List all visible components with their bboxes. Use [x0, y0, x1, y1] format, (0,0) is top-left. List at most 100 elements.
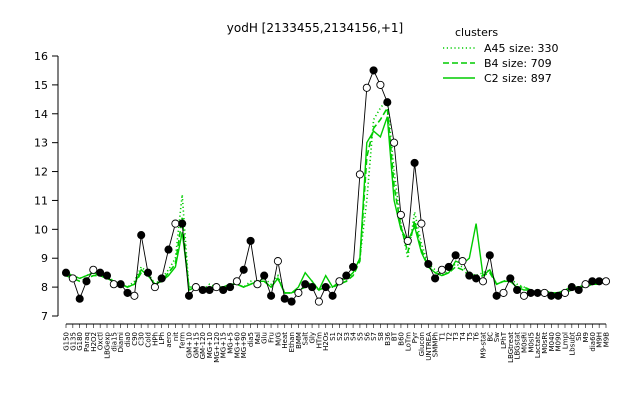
- x-tick-label: aero: [165, 332, 173, 348]
- x-tick-label: C90: [131, 332, 139, 346]
- data-point: [581, 280, 590, 289]
- data-point: [314, 297, 323, 306]
- x-tick-label: C30: [138, 332, 146, 346]
- data-point: [342, 271, 351, 280]
- data-point: [75, 294, 84, 303]
- data-point: [335, 277, 344, 286]
- data-point: [198, 285, 207, 295]
- data-point: [239, 265, 248, 274]
- x-tick-label: MG+5: [227, 332, 235, 354]
- x-tick-label: M0sRt: [541, 332, 549, 354]
- x-tick-label: G150: [63, 332, 71, 351]
- x-tick-label: M0sRi: [520, 332, 528, 353]
- x-tick-label: UNTREA: [425, 332, 433, 361]
- data-point: [184, 291, 194, 300]
- data-point: [424, 259, 433, 269]
- data-point: [574, 285, 583, 295]
- x-tick-label: LBGtreat: [507, 332, 515, 363]
- data-point: [396, 210, 405, 219]
- x-tick-label: BMM: [295, 332, 303, 349]
- data-point: [280, 294, 289, 303]
- points-layer: [61, 66, 611, 306]
- data-point: [89, 265, 98, 274]
- x-tick-label: Sb: [575, 331, 583, 340]
- x-tick-label: dia60: [589, 332, 597, 352]
- series-layer: [65, 97, 607, 294]
- x-tick-label: M9B: [603, 332, 611, 347]
- data-point: [150, 283, 159, 292]
- x-tick-label: Pyr: [411, 332, 419, 343]
- x-tick-label: B36: [384, 331, 392, 345]
- x-tick-label: MG+15: [220, 332, 228, 358]
- legend-label: B4 size: 709: [484, 57, 552, 70]
- data-point: [506, 274, 515, 283]
- x-tick-label: S2: [336, 332, 344, 341]
- data-point: [362, 83, 371, 92]
- data-point: [253, 280, 262, 289]
- x-tick-label: Mal: [254, 332, 262, 344]
- data-point: [383, 98, 392, 107]
- x-tick-label: Lmpl: [561, 332, 569, 349]
- x-tick-label: LBGexp: [104, 331, 112, 358]
- x-tick-label: BT: [391, 331, 399, 341]
- data-point: [191, 283, 200, 292]
- legend-title: clusters: [455, 26, 498, 39]
- legend: clusters A45 size: 330 B4 size: 709 C2 siz…: [443, 26, 559, 85]
- data-point: [560, 288, 570, 297]
- x-tick-label: dia0: [124, 332, 132, 347]
- x-tick-label: Fru: [268, 332, 276, 343]
- x-tick-label: MG+60: [233, 332, 241, 358]
- data-point: [349, 262, 358, 271]
- series-line-dashed: [65, 105, 607, 294]
- x-tick-label: T3: [452, 332, 460, 342]
- x-tick-label: S6: [363, 331, 371, 340]
- x-tick-label: T1: [438, 332, 446, 342]
- data-point: [444, 262, 453, 271]
- x-tick-label: M9: [582, 332, 590, 343]
- x-tick-label: HPh: [151, 332, 159, 346]
- y-tick-label: 16: [34, 50, 48, 63]
- x-tick-label: S3: [343, 332, 351, 341]
- x-tick-label: LPh: [158, 332, 166, 345]
- x-tick-label: S7: [370, 332, 378, 341]
- x-tick-label: Paraq: [83, 332, 91, 352]
- data-point: [137, 231, 146, 240]
- y-tick-label: 8: [41, 281, 48, 294]
- x-tick-label: dia5: [247, 332, 255, 347]
- data-point: [260, 271, 269, 280]
- data-point: [547, 291, 556, 300]
- data-point: [287, 297, 296, 306]
- data-point: [212, 283, 221, 292]
- data-point: [355, 170, 364, 179]
- data-point: [478, 277, 488, 286]
- data-point: [451, 251, 460, 260]
- data-point: [369, 66, 378, 75]
- data-point: [246, 236, 255, 245]
- y-axis: 7 8 9 10 11 12 13 14 15 16: [34, 50, 59, 323]
- data-point: [219, 285, 228, 295]
- y-tick-label: 10: [34, 223, 48, 236]
- data-point: [226, 283, 235, 292]
- x-tick-label: Glu: [261, 332, 269, 344]
- data-point: [595, 277, 604, 286]
- y-tick-label: 13: [34, 137, 48, 150]
- data-point: [437, 265, 446, 274]
- x-tick-label: MG+90: [240, 332, 248, 358]
- data-point: [82, 277, 91, 286]
- data-point: [465, 271, 474, 280]
- x-tick-label: LBGstat: [514, 332, 522, 360]
- data-point: [328, 291, 337, 300]
- x-tick-label: T5: [466, 332, 474, 342]
- x-tick-label: Lactate: [534, 332, 542, 358]
- x-tick-label: T6: [473, 331, 481, 341]
- x-tick-label: HTm: [315, 332, 323, 349]
- data-point: [376, 80, 385, 89]
- x-tick-label: G135: [69, 332, 77, 351]
- x-axis: G150G135G180ParaqH2O2OxctlLBGexpdia15Dia…: [63, 323, 611, 363]
- data-point: [403, 236, 412, 245]
- x-tick-label: S5: [356, 332, 364, 341]
- y-tick-label: 14: [34, 108, 48, 121]
- data-point: [123, 288, 132, 297]
- data-point: [390, 138, 399, 147]
- data-point: [116, 280, 125, 289]
